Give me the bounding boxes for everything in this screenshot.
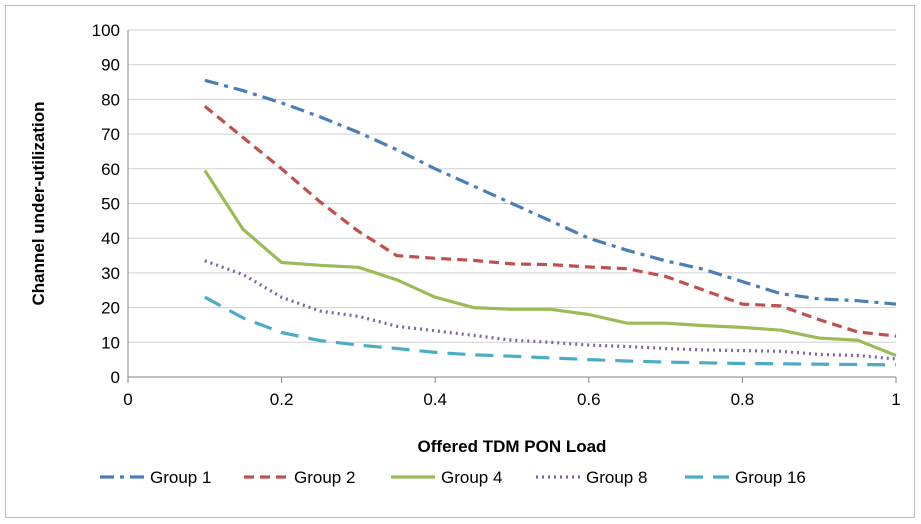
- legend: Group 1 Group 2 Group 4 Group 8 Group 16: [100, 468, 806, 487]
- series-line-group-4: [203, 169, 897, 357]
- y-axis-title: Channel under-utilization: [29, 102, 48, 306]
- x-tick-label: 1: [891, 390, 900, 409]
- x-tick-label: 0: [123, 390, 132, 409]
- x-tick-label: 0.6: [577, 390, 601, 409]
- axis-layer: [127, 30, 897, 383]
- x-tick-label: 0.2: [270, 390, 294, 409]
- y-tick-label: 20: [101, 299, 120, 318]
- y-tick-label: 80: [101, 90, 120, 109]
- legend-label: Group 8: [586, 468, 647, 487]
- series-line-group-1: [204, 78, 897, 306]
- line-chart: 0 10 20 30 40 50 60 70 80 90 100 0 0.2 0.4 0.6 0.8 1 Off…: [29, 21, 901, 487]
- series-line-group-16: [204, 295, 897, 367]
- legend-label: Group 2: [294, 468, 355, 487]
- y-tick-label: 50: [101, 195, 120, 214]
- y-tick-label: 70: [101, 125, 120, 144]
- chart-frame: 0 10 20 30 40 50 60 70 80 90 100 0 0.2 0.4 0.6 0.8 1 Off…: [5, 5, 915, 518]
- x-tick-label: 0.4: [423, 390, 447, 409]
- series-layer: [203, 78, 897, 367]
- series-line-group-8: [204, 259, 897, 361]
- legend-label: Group 1: [150, 468, 211, 487]
- legend-item: Group 16: [685, 468, 806, 487]
- legend-item: Group 4: [391, 468, 502, 487]
- y-tick-label: 10: [101, 333, 120, 352]
- x-tick-label: 0.8: [731, 390, 755, 409]
- y-tick-label: 60: [101, 160, 120, 179]
- y-tick-label: 100: [92, 21, 120, 40]
- legend-label: Group 16: [735, 468, 806, 487]
- legend-item: Group 1: [100, 468, 211, 487]
- y-tick-label: 40: [101, 229, 120, 248]
- tick-labels: 0 10 20 30 40 50 60 70 80 90 100 0 0.2 0.4 0.6 0.8 1: [92, 21, 901, 409]
- y-tick-label: 90: [101, 56, 120, 75]
- legend-item: Group 8: [536, 468, 647, 487]
- legend-item: Group 2: [244, 468, 355, 487]
- legend-label: Group 4: [441, 468, 502, 487]
- series-line-group-2: [203, 105, 897, 338]
- x-axis-title: Offered TDM PON Load: [418, 437, 607, 456]
- y-tick-label: 30: [101, 264, 120, 283]
- y-tick-label: 0: [111, 368, 120, 387]
